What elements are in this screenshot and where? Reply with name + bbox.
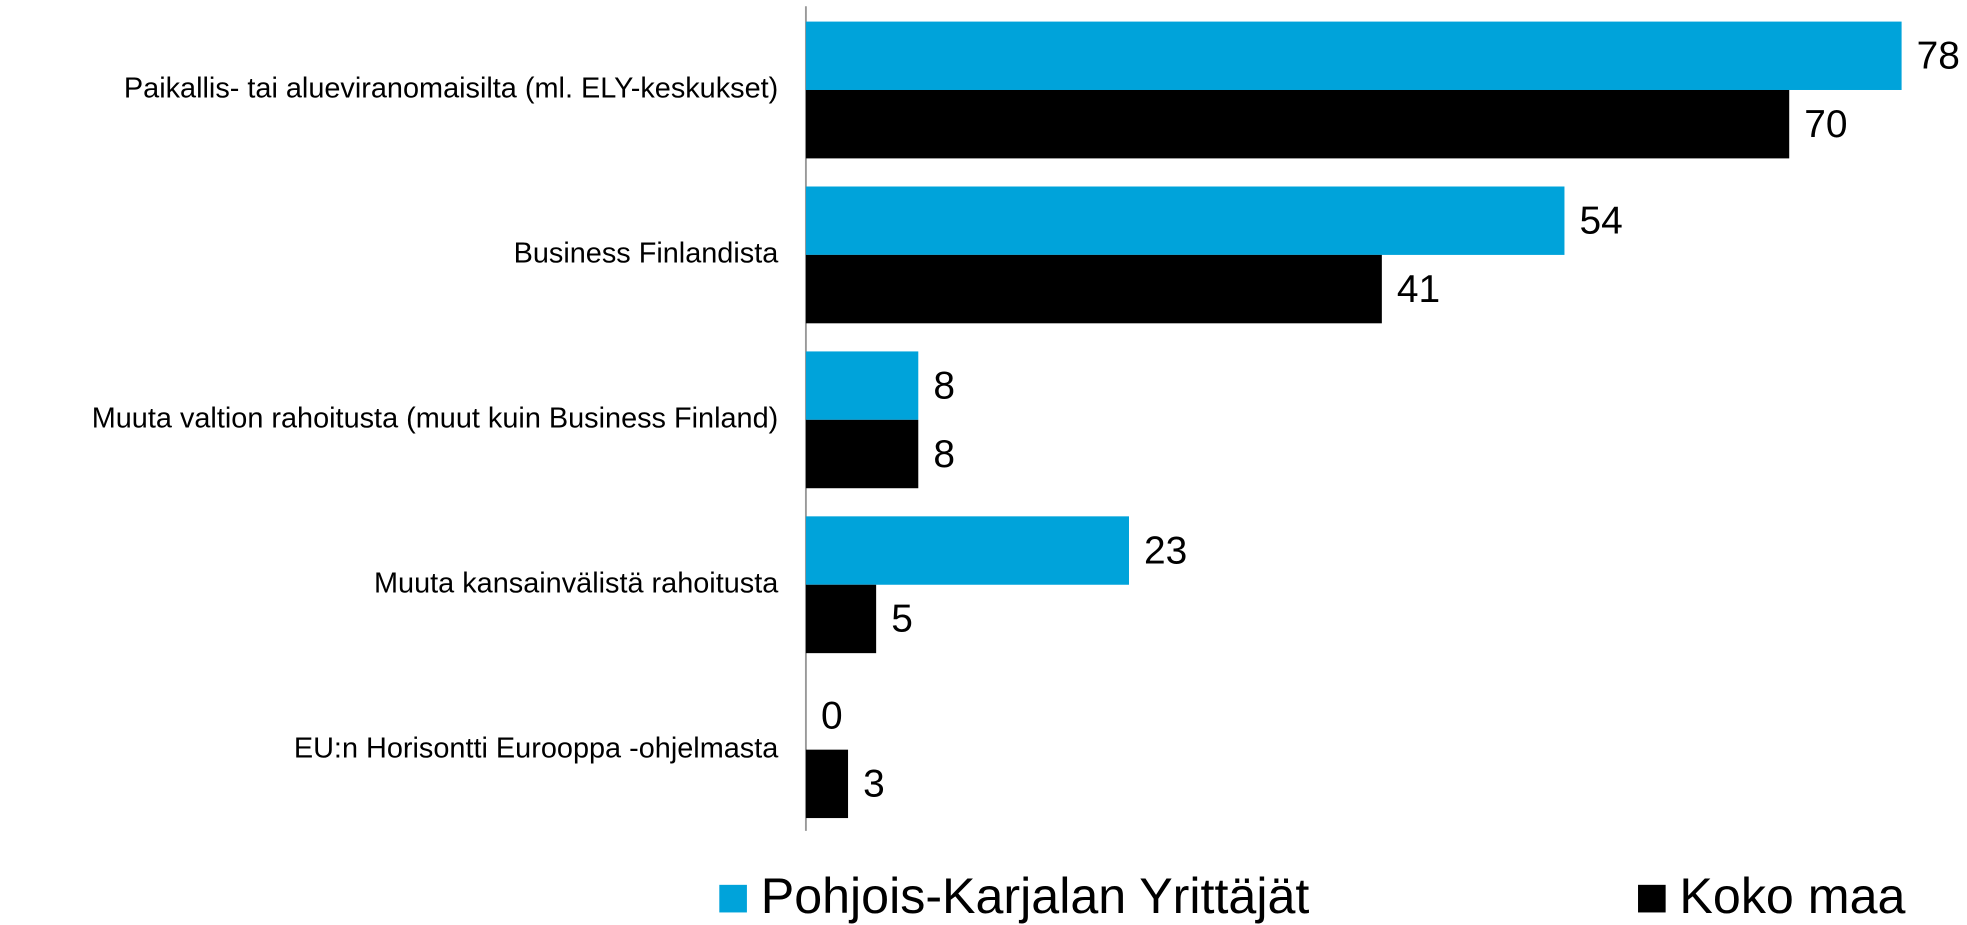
data-label: 23 xyxy=(1144,529,1187,572)
y-tick-label: EU:n Horisontti Eurooppa -ohjelmasta xyxy=(294,732,779,764)
y-tick-label: Muuta valtion rahoitusta (muut kuin Busi… xyxy=(92,402,779,434)
data-label: 8 xyxy=(933,364,955,407)
bar xyxy=(805,186,1565,255)
bar xyxy=(805,749,849,819)
data-label: 41 xyxy=(1397,268,1440,311)
data-label: 8 xyxy=(933,433,955,476)
data-label: 54 xyxy=(1580,199,1623,242)
y-tick-label: Paikallis- tai alueviranomaisilta (ml. E… xyxy=(124,73,778,105)
bar xyxy=(805,584,877,654)
data-label: 5 xyxy=(891,598,913,641)
bar xyxy=(805,254,1382,324)
legend-label: Pohjois-Karjalan Yrittäjät xyxy=(761,868,1310,924)
y-tick-label: Business Finlandista xyxy=(514,238,780,270)
legend-label: Koko maa xyxy=(1679,868,1905,924)
bar xyxy=(805,351,919,420)
bar xyxy=(805,419,919,489)
bar xyxy=(805,21,1902,90)
y-tick-label: Muuta kansainvälistä rahoitusta xyxy=(374,567,779,599)
legend-swatch xyxy=(1638,884,1666,913)
legend-swatch xyxy=(719,884,747,913)
bar xyxy=(805,516,1129,585)
bar xyxy=(805,89,1790,159)
data-label: 70 xyxy=(1804,103,1847,146)
data-label: 3 xyxy=(863,763,885,806)
data-label: 0 xyxy=(821,694,843,737)
data-label: 78 xyxy=(1917,35,1960,78)
